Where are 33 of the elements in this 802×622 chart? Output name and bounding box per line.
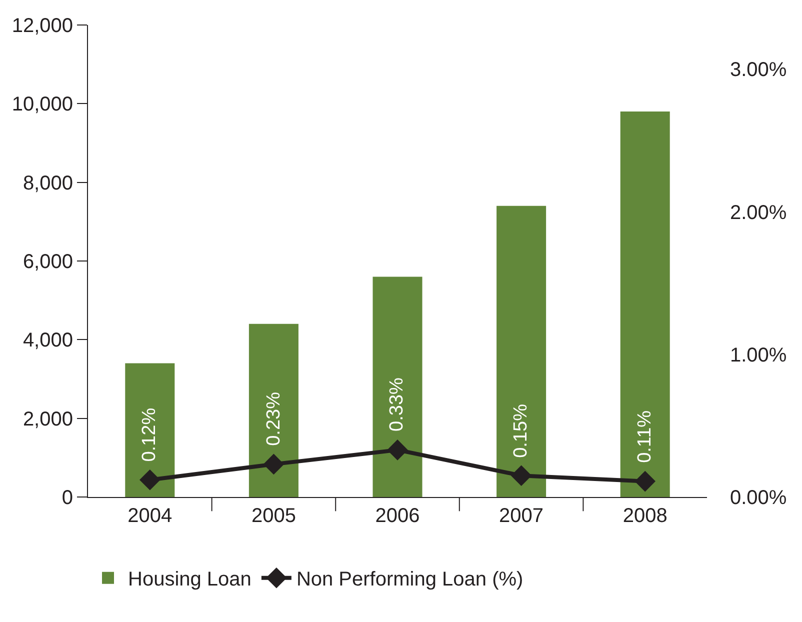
data-label: 0.11%: [634, 410, 656, 463]
x-tick-label: 2006: [375, 505, 420, 527]
bar: [496, 206, 546, 497]
point: [140, 469, 160, 490]
y-tick-label: 0: [62, 487, 73, 509]
x-tick-label: 2004: [128, 505, 172, 527]
y-tick-label: 6,000: [22, 251, 73, 273]
x-tick-label: 2007: [499, 505, 544, 527]
x-tick-label: 2008: [622, 505, 668, 527]
y2-tick-label: 1.00%: [730, 344, 787, 366]
y2-tick-label: 3.00%: [730, 59, 787, 82]
x-tick-label: 2005: [251, 505, 296, 527]
data-label: 0.23%: [264, 392, 284, 446]
bar: [372, 276, 422, 497]
y-tick-label: 12,000: [12, 15, 73, 37]
point: [263, 454, 284, 475]
data-label: 0.15%: [510, 404, 532, 458]
y-tick-label: 10,000: [12, 94, 73, 116]
point: [634, 470, 656, 492]
y-tick-label: 8,000: [22, 172, 73, 194]
data-label: 0.12%: [139, 408, 160, 462]
legend-label: Housing Loan: [128, 568, 252, 591]
bar: [125, 363, 175, 497]
y-tick-label: 4,000: [22, 330, 73, 352]
legend-label: Non Performing Loan (%): [296, 568, 524, 591]
bar: [248, 324, 298, 497]
point: [387, 440, 408, 460]
y2-tick-label: 0.00%: [730, 487, 787, 509]
y-tick-label: 2,000: [22, 408, 73, 430]
point: [510, 465, 532, 486]
y2-tick-label: 2.00%: [730, 202, 787, 224]
data-label: 0.33%: [386, 377, 408, 432]
bar: [620, 112, 670, 497]
